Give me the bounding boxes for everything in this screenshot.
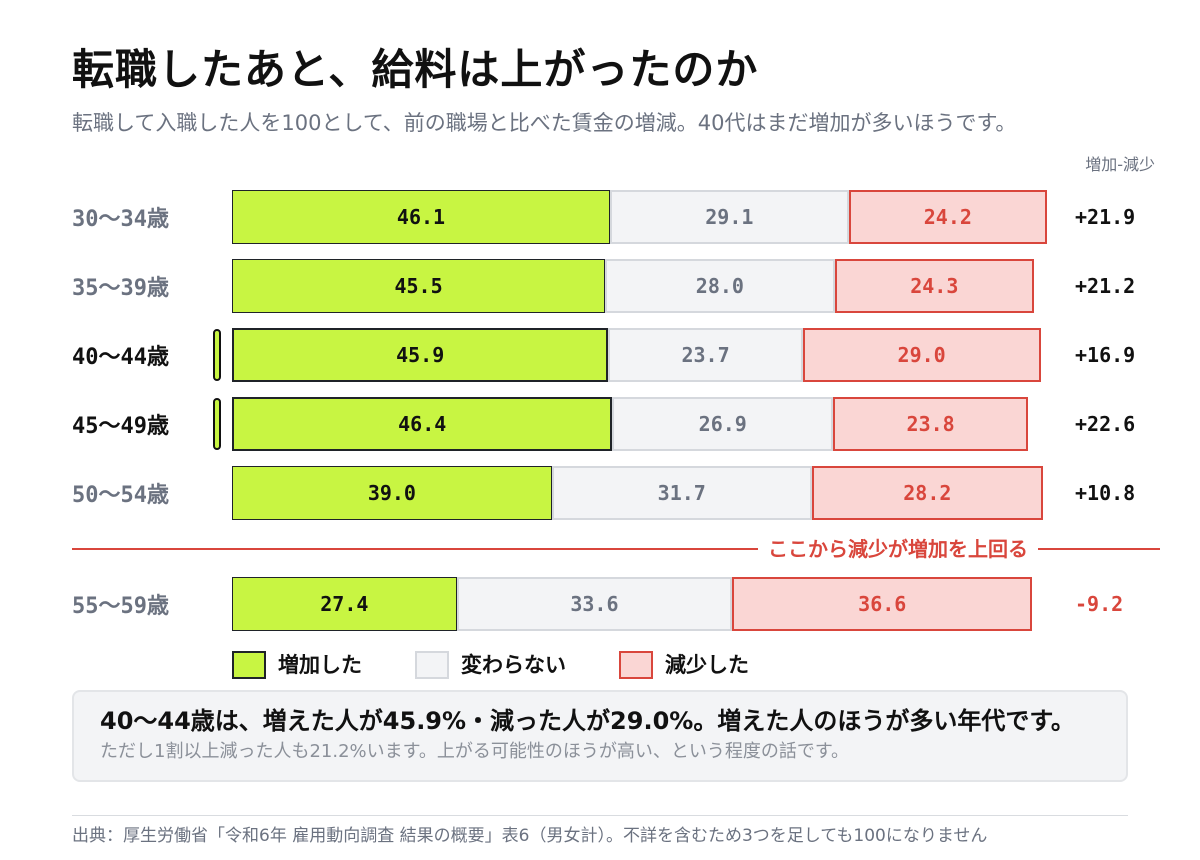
chart-subtitle: 転職して入職した人を100として、前の職場と比べた賃金の増減。40代はまだ増加が… [72, 111, 1017, 135]
source-note: 出典：厚生労働省「令和6年 雇用動向調査 結果の概要」表6（男女計）。不詳を含む… [72, 826, 988, 846]
bar-value-label: 46.1 [396, 205, 446, 229]
net-value-label: +16.9 [1075, 343, 1136, 367]
bar-value-label: 45.9 [396, 343, 445, 367]
bar-value-label: 24.3 [910, 274, 959, 298]
divider-label: ここから減少が増加を上回る [758, 534, 1038, 563]
bar-segment-decrease: 24.3 [834, 259, 1034, 313]
net-value-label: -9.2 [1075, 592, 1124, 616]
category-label: 45〜49歳 [72, 414, 169, 439]
category-label: 35〜39歳 [72, 276, 169, 301]
legend-label-decrease: 減少した [665, 653, 749, 677]
callout-note: ただし1割以上減った人も21.2%います。上がる可能性のほうが高い、という程度の… [100, 741, 850, 762]
legend-item-decrease: 減少した [619, 651, 749, 679]
net-column-header: 増加-減少 [1085, 155, 1155, 174]
bar-value-label: 31.7 [657, 481, 706, 505]
bar-value-label: 23.7 [681, 343, 730, 367]
category-label: 40〜44歳 [72, 345, 169, 370]
bar-segment-same: 31.7 [551, 466, 812, 520]
bar-segment-decrease: 23.8 [833, 397, 1029, 451]
legend-item-same: 変わらない [415, 651, 566, 679]
bar-segment-decrease: 28.2 [811, 466, 1043, 520]
bar-segment-increase: 27.4 [232, 577, 457, 631]
bar-segment-increase: 39.0 [232, 466, 552, 520]
bar-segment-same: 23.7 [608, 328, 803, 382]
bar-segment-decrease: 24.2 [848, 190, 1048, 244]
chart-title: 転職したあと、給料は上がったのか [72, 45, 759, 94]
bar-segment-same: 29.1 [610, 190, 849, 244]
net-value-label: +22.6 [1075, 412, 1136, 436]
legend-label-same: 変わらない [461, 653, 566, 677]
bar-value-label: 45.5 [394, 274, 443, 298]
category-label: 50〜54歳 [72, 483, 169, 508]
bar-value-label: 39.0 [367, 481, 416, 505]
category-label: 30〜34歳 [72, 207, 169, 232]
bar-segment-decrease: 36.6 [732, 577, 1033, 631]
callout-headline: 40〜44歳は、増えた人が45.9%・減った人が29.0%。増えた人のほうが多い… [100, 707, 1075, 735]
bar-value-label: 29.0 [897, 343, 946, 367]
callout-box: 40〜44歳は、増えた人が45.9%・減った人が29.0%。増えた人のほうが多い… [72, 690, 1128, 782]
bar-value-label: 46.4 [398, 412, 447, 436]
legend-item-increase: 増加した [232, 651, 362, 679]
legend-swatch-same [415, 651, 449, 679]
bar-segment-decrease: 29.0 [802, 328, 1041, 382]
bar-value-label: 33.6 [570, 592, 619, 616]
net-value-label: +10.8 [1075, 481, 1136, 505]
category-label: 55〜59歳 [72, 594, 169, 619]
divider-line [72, 547, 1160, 550]
bar-value-label: 29.1 [705, 205, 754, 229]
net-value-label: +21.2 [1075, 274, 1136, 298]
bar-segment-increase: 45.5 [232, 259, 606, 313]
bar-segment-same: 33.6 [456, 577, 733, 631]
highlight-marker [213, 398, 221, 450]
legend-label-increase: 増加した [278, 653, 362, 677]
bar-segment-increase: 46.4 [232, 397, 613, 451]
bar-segment-same: 26.9 [612, 397, 834, 451]
bar-segment-same: 28.0 [605, 259, 835, 313]
bar-value-label: 24.2 [923, 205, 972, 229]
bar-value-label: 36.6 [858, 592, 907, 616]
legend-swatch-decrease [619, 651, 653, 679]
highlight-marker [213, 329, 221, 381]
legend-swatch-increase [232, 651, 266, 679]
bar-value-label: 28.0 [695, 274, 744, 298]
bar-value-label: 23.8 [906, 412, 955, 436]
bar-segment-increase: 46.1 [232, 190, 611, 244]
legend: 増加した 変わらない 減少した [232, 651, 749, 679]
bar-value-label: 28.2 [903, 481, 952, 505]
source-divider [72, 815, 1128, 816]
bar-value-label: 26.9 [698, 412, 747, 436]
bar-value-label: 27.4 [320, 592, 369, 616]
net-value-label: +21.9 [1075, 205, 1136, 229]
bar-segment-increase: 45.9 [232, 328, 609, 382]
